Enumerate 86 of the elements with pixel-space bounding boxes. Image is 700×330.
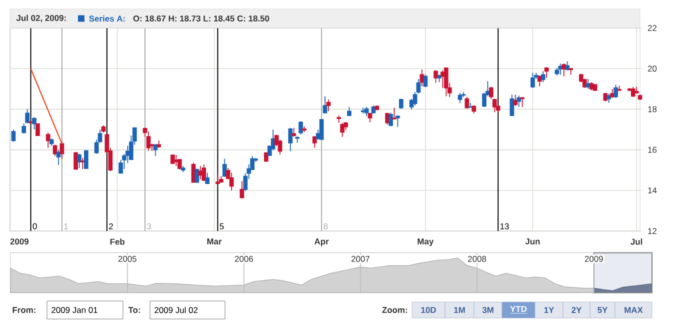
candlestick <box>614 84 618 98</box>
candlestick <box>202 164 206 182</box>
candlestick <box>364 106 369 117</box>
candlestick <box>288 127 293 152</box>
x-tick-label: Feb <box>110 238 124 245</box>
ref-line-label: 0 <box>32 223 37 230</box>
text: 2009 Jan 01 <box>52 307 98 313</box>
candlestick <box>222 158 227 178</box>
y-tick-label: 16 <box>648 146 657 153</box>
y-tick-label: 18 <box>648 106 657 112</box>
x-tick-label: 2008 <box>468 256 486 262</box>
text: 10D <box>421 307 436 313</box>
text: 5Y <box>598 307 608 313</box>
candlestick <box>630 86 636 98</box>
x-tick-label: Jul <box>630 238 642 245</box>
candlestick <box>319 118 324 140</box>
x-tick-label: 2007 <box>351 256 370 262</box>
ref-line-label: 13 <box>500 223 509 230</box>
text: 1Y <box>544 307 554 313</box>
candlestick <box>398 98 404 110</box>
candlestick <box>388 112 393 127</box>
text: Zoom: <box>382 307 407 313</box>
candlestick <box>458 92 462 104</box>
candlestick <box>513 94 518 107</box>
candlestick <box>11 129 16 142</box>
text: From: <box>12 307 36 313</box>
text: 2Y <box>572 307 582 313</box>
ref-line-label: 3 <box>147 223 152 230</box>
text: YTD <box>510 306 527 312</box>
x-tick-label: 2009 <box>584 256 603 262</box>
candlestick <box>52 144 58 156</box>
candlestick <box>74 151 78 171</box>
ref-line-label: 1 <box>64 223 68 230</box>
candlestick <box>434 70 438 84</box>
x-tick-label: 2009 <box>10 238 29 245</box>
candlestick <box>229 172 234 191</box>
candlestick <box>562 63 566 77</box>
candlestick <box>326 99 331 112</box>
text: 3M <box>482 307 494 314</box>
text: 2009 Jul 02 <box>154 306 198 314</box>
ref-line-label: 5 <box>220 223 224 230</box>
candlestick <box>444 68 448 97</box>
text: To: <box>128 307 140 313</box>
candlestick <box>586 78 590 90</box>
x-tick-label: 2005 <box>118 256 136 262</box>
candlestick <box>606 93 612 104</box>
candlestick <box>540 70 546 83</box>
candlestick <box>544 66 549 78</box>
text: MAX <box>624 307 643 313</box>
candlestick <box>25 108 30 124</box>
x-tick-label: Jun <box>525 238 540 244</box>
candlestick <box>60 141 64 160</box>
candlestick <box>32 116 36 130</box>
candlestick <box>516 95 522 108</box>
y-tick-label: 22 <box>648 25 657 31</box>
candlestick <box>84 149 88 170</box>
y-tick-label: 14 <box>648 187 657 194</box>
legend-label: Series A: <box>89 15 125 22</box>
candlestick <box>322 96 328 114</box>
y-tick-label: 12 <box>648 228 657 234</box>
candlestick <box>205 172 210 184</box>
x-tick-label: Mar <box>207 238 222 244</box>
candlestick <box>80 157 85 170</box>
candlestick <box>312 136 317 148</box>
candlestick <box>520 96 524 108</box>
candlestick <box>36 122 40 136</box>
candlestick <box>46 132 50 148</box>
candlestick <box>22 122 26 134</box>
ref-line-label: 8 <box>324 223 328 230</box>
text: O: 18.67 H: 18.73 L: 18.45 C: 18.50 <box>133 16 270 22</box>
y-tick-label: 20 <box>648 66 657 72</box>
candlestick <box>295 136 300 144</box>
candlestick <box>530 72 535 88</box>
x-tick-label: 2006 <box>234 256 253 262</box>
x-tick-label: May <box>418 238 434 246</box>
text: 1M <box>454 307 465 313</box>
candlestick <box>264 152 268 162</box>
candlestick <box>146 131 151 152</box>
candlestick <box>77 153 82 169</box>
candlestick <box>340 122 344 138</box>
x-tick-label: Apr <box>314 238 329 246</box>
candlestick <box>298 120 303 136</box>
text: Jul 02, 2009: <box>16 14 66 22</box>
ref-line-label: 2 <box>109 223 113 230</box>
candlestick <box>216 172 220 185</box>
candlestick <box>423 74 428 88</box>
